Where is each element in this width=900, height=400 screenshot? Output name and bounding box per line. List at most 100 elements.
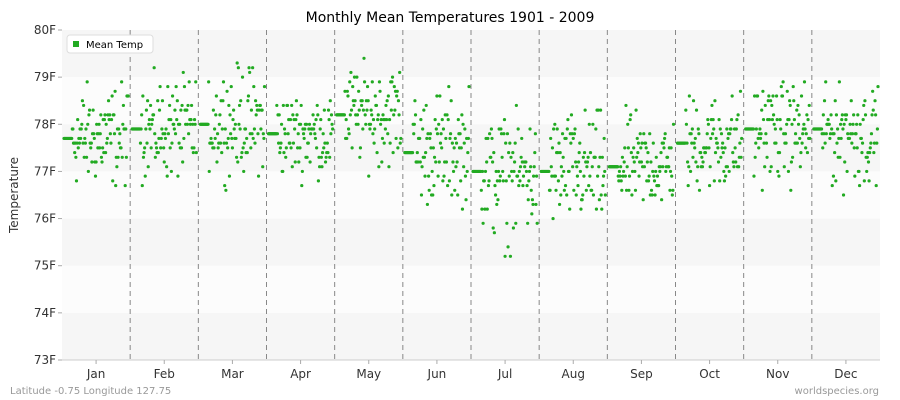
data-point (413, 113, 418, 117)
data-point (147, 122, 151, 126)
data-point (364, 122, 368, 126)
data-point (299, 103, 303, 108)
data-point (532, 165, 536, 169)
data-point (318, 165, 322, 169)
data-point (534, 174, 539, 178)
data-point (152, 66, 156, 70)
data-point (871, 89, 875, 93)
data-point (422, 108, 426, 112)
data-point (565, 127, 569, 131)
data-point (695, 179, 699, 183)
data-point (105, 136, 109, 141)
data-point (80, 99, 85, 103)
data-point (504, 141, 508, 145)
data-point (828, 136, 832, 141)
data-point (398, 141, 402, 145)
data-point (228, 113, 232, 117)
data-point (384, 103, 388, 108)
data-point (191, 150, 195, 155)
data-point (138, 141, 143, 145)
data-point (379, 122, 383, 126)
data-point (524, 169, 529, 174)
data-point (547, 169, 551, 174)
data-point (827, 122, 831, 126)
data-point (619, 165, 623, 169)
data-point (717, 117, 721, 122)
data-point (431, 193, 435, 197)
data-point (499, 132, 504, 136)
data-point (290, 103, 294, 108)
data-point (362, 56, 366, 60)
data-point (563, 183, 568, 188)
data-point (804, 146, 808, 150)
data-point (320, 165, 324, 169)
data-point (693, 136, 697, 141)
data-point (511, 226, 515, 230)
data-point (556, 179, 561, 183)
data-point (740, 136, 744, 141)
grid-band (62, 265, 880, 313)
data-point (644, 146, 648, 150)
chart-title: Monthly Mean Temperatures 1901 - 2009 (306, 10, 595, 26)
data-point (711, 117, 715, 122)
data-point (92, 132, 96, 136)
data-point (819, 127, 824, 131)
data-point (567, 169, 571, 174)
data-point (643, 141, 648, 145)
data-point (839, 136, 843, 141)
data-point (570, 132, 574, 136)
data-point (424, 150, 428, 155)
data-point (173, 132, 178, 136)
data-point (322, 108, 326, 112)
data-point (524, 160, 528, 164)
data-point (646, 150, 650, 155)
data-point (163, 136, 168, 141)
data-point (598, 108, 603, 112)
data-point (284, 155, 288, 159)
data-point (361, 127, 365, 131)
data-point (587, 183, 591, 188)
data-point (636, 150, 640, 155)
data-point (231, 117, 235, 122)
data-point (392, 113, 396, 117)
data-point (282, 127, 287, 131)
data-point (446, 117, 450, 122)
data-point (731, 160, 735, 164)
data-point (662, 136, 667, 141)
y-tick-label: 80F (34, 23, 56, 37)
data-point (846, 132, 850, 136)
data-point (275, 132, 280, 136)
data-point (162, 146, 166, 150)
data-point (445, 113, 449, 117)
data-point (156, 99, 160, 103)
data-point (253, 141, 257, 145)
data-point (802, 80, 807, 84)
data-point (550, 146, 555, 150)
data-point (835, 141, 839, 145)
data-point (262, 84, 267, 89)
data-point (795, 108, 799, 112)
data-point (516, 127, 520, 131)
data-point (712, 179, 716, 183)
data-point (581, 193, 585, 197)
data-point (642, 132, 646, 136)
data-point (659, 150, 663, 155)
data-point (206, 122, 210, 126)
data-point (852, 146, 856, 150)
data-point (658, 169, 662, 174)
data-point (216, 146, 220, 150)
data-point (434, 160, 438, 164)
data-point (275, 103, 279, 108)
data-point (501, 179, 505, 183)
data-point (434, 127, 438, 131)
data-point (713, 99, 717, 103)
data-point (124, 127, 128, 131)
data-point (352, 103, 356, 108)
data-point (527, 179, 531, 183)
data-point (258, 103, 262, 108)
data-point (456, 117, 460, 122)
data-point (515, 174, 520, 178)
data-point (548, 188, 552, 192)
data-point (450, 193, 454, 197)
data-point (178, 122, 182, 126)
